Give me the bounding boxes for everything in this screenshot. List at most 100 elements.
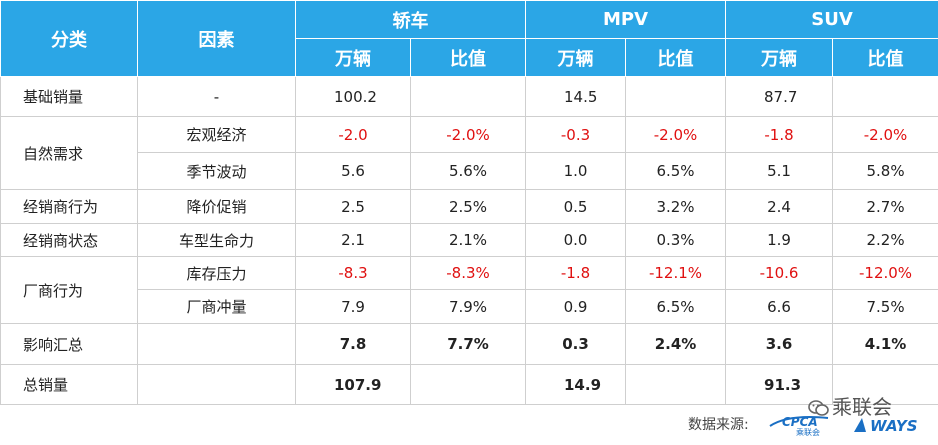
cell-suv-units: 6.6 <box>725 289 834 324</box>
table-row-impact: 影响汇总 7.8 7.7% 0.3 2.4% 3.6 4.1% <box>0 323 938 365</box>
wechat-watermark: 乘联会 <box>808 391 892 420</box>
cell-category: 影响汇总 <box>0 323 138 365</box>
cell-sedan-units: 100.2 <box>295 76 411 117</box>
cell-suv-ratio: 4.1% <box>832 323 938 365</box>
cell-suv-units: 1.9 <box>725 223 834 257</box>
cell-mpv-ratio: 2.4% <box>624 323 727 365</box>
header-sub-suv-units: 万辆 <box>725 38 834 77</box>
cell-mpv-ratio: 6.5% <box>624 289 727 324</box>
cell-suv-units: -10.6 <box>725 256 834 290</box>
cell-sedan-ratio <box>410 364 526 405</box>
cell-sedan-units: 7.8 <box>295 323 411 365</box>
cell-mpv-ratio: -12.1% <box>624 256 727 290</box>
cell-mpv-units: 14.5 <box>525 76 626 117</box>
cell-suv-ratio <box>832 364 938 405</box>
cell-sedan-ratio: -8.3% <box>410 256 526 290</box>
header-category: 分类 <box>0 0 138 77</box>
ways-logo-text: WAYS <box>870 417 918 435</box>
cpca-logo-text: CPCA <box>782 415 818 429</box>
cell-mpv-units: -1.8 <box>525 256 626 290</box>
cell-sedan-units: 5.6 <box>295 152 411 190</box>
cell-mpv-ratio: -2.0% <box>624 116 727 153</box>
table-row-natural-season: 季节波动 5.6 5.6% 1.0 6.5% 5.1 5.8% <box>1 152 938 190</box>
cell-suv-units: 3.6 <box>725 323 834 365</box>
header-factor: 因素 <box>137 0 296 77</box>
cell-suv-ratio: 7.5% <box>832 289 938 324</box>
table-row-total: 总销量 107.9 14.9 91.3 <box>0 364 938 405</box>
cell-mpv-ratio <box>624 364 727 405</box>
cell-mpv-units: 0.9 <box>525 289 626 324</box>
cpca-logo: CPCA 乘联会 <box>769 415 829 436</box>
wechat-account-name: 乘联会 <box>832 395 892 419</box>
cell-mpv-ratio <box>624 76 727 117</box>
cell-sedan-ratio: -2.0% <box>410 116 526 153</box>
source-label: 数据来源: <box>688 417 749 433</box>
cell-category: 自然需求 <box>0 116 138 190</box>
table-row-dealer-behavior: 经销商行为 降价促销 2.5 2.5% 0.5 3.2% 2.4 2.7% <box>0 189 938 224</box>
cell-sedan-ratio: 2.1% <box>410 223 526 257</box>
cell-mpv-units: 1.0 <box>525 152 626 190</box>
cell-sedan-units: -2.0 <box>295 116 411 153</box>
cell-factor <box>137 323 296 365</box>
cell-mpv-ratio: 3.2% <box>624 189 727 224</box>
cell-factor: 车型生命力 <box>137 223 296 257</box>
footer: 乘联会 数据来源: CPCA 乘联会 WAYS <box>0 395 938 445</box>
header-sub-mpv-ratio: 比值 <box>624 38 727 77</box>
table-row-natural-macro: 自然需求 宏观经济 -2.0 -2.0% -0.3 -2.0% -1.8 -2.… <box>0 116 938 190</box>
cell-sedan-units: -8.3 <box>295 256 411 290</box>
cell-sedan-ratio: 5.6% <box>410 152 526 190</box>
wechat-icon <box>808 398 829 416</box>
header-sub-sedan-units: 万辆 <box>295 38 411 77</box>
cell-suv-units: 91.3 <box>725 364 834 405</box>
cell-suv-units: 5.1 <box>725 152 834 190</box>
header-group-suv: SUV <box>725 0 938 39</box>
cell-mpv-units: 0.3 <box>525 323 626 365</box>
cell-category: 基础销量 <box>0 76 138 117</box>
cell-sedan-ratio: 7.9% <box>410 289 526 324</box>
table-row-maker-push: 厂商冲量 7.9 7.9% 0.9 6.5% 6.6 7.5% <box>1 289 938 324</box>
cell-suv-ratio: 5.8% <box>832 152 938 190</box>
cell-factor: 宏观经济 <box>137 116 296 153</box>
cell-suv-ratio: -2.0% <box>832 116 938 153</box>
cell-suv-units: 2.4 <box>725 189 834 224</box>
cpca-logo-subtext: 乘联会 <box>796 427 820 436</box>
header-sub-sedan-ratio: 比值 <box>410 38 526 77</box>
cell-suv-ratio: 2.7% <box>832 189 938 224</box>
cell-category: 总销量 <box>0 364 138 405</box>
cell-sedan-units: 107.9 <box>295 364 411 405</box>
cell-sedan-units: 2.1 <box>295 223 411 257</box>
sales-factor-table: 分类 因素 轿车 MPV SUV 万辆 比值 万辆 比值 万辆 比值 基础销量 … <box>0 0 938 405</box>
cell-mpv-units: 0.0 <box>525 223 626 257</box>
header-sub-suv-ratio: 比值 <box>832 38 938 77</box>
cell-mpv-units: 0.5 <box>525 189 626 224</box>
cell-sedan-units: 7.9 <box>295 289 411 324</box>
cell-suv-units: -1.8 <box>725 116 834 153</box>
table-row-dealer-state: 经销商状态 车型生命力 2.1 2.1% 0.0 0.3% 1.9 2.2% <box>0 223 938 257</box>
cell-factor: 降价促销 <box>137 189 296 224</box>
cell-sedan-ratio <box>410 76 526 117</box>
cell-factor <box>137 364 296 405</box>
header-sub-mpv-units: 万辆 <box>525 38 626 77</box>
cell-suv-units: 87.7 <box>725 76 834 117</box>
cell-factor: - <box>137 76 296 117</box>
cell-category: 厂商行为 <box>0 256 138 324</box>
cell-mpv-ratio: 0.3% <box>624 223 727 257</box>
cell-factor: 库存压力 <box>137 256 296 290</box>
cell-mpv-ratio: 6.5% <box>624 152 727 190</box>
cell-category: 经销商行为 <box>0 189 138 224</box>
cell-factor: 季节波动 <box>137 152 296 190</box>
header-group-sedan: 轿车 <box>295 0 526 39</box>
table-row-maker-inventory: 厂商行为 库存压力 -8.3 -8.3% -1.8 -12.1% -10.6 -… <box>0 256 938 324</box>
cell-category: 经销商状态 <box>0 223 138 257</box>
table-row-base: 基础销量 - 100.2 14.5 87.7 <box>0 76 938 117</box>
cell-sedan-units: 2.5 <box>295 189 411 224</box>
header-group-mpv: MPV <box>524 0 727 39</box>
cell-suv-ratio: 2.2% <box>832 223 938 257</box>
cell-mpv-units: 14.9 <box>525 364 626 405</box>
cell-suv-ratio <box>832 76 938 117</box>
ways-logo: WAYS <box>854 417 918 435</box>
cell-sedan-ratio: 7.7% <box>410 323 526 365</box>
cell-sedan-ratio: 2.5% <box>410 189 526 224</box>
cell-suv-ratio: -12.0% <box>832 256 938 290</box>
cell-factor: 厂商冲量 <box>137 289 296 324</box>
